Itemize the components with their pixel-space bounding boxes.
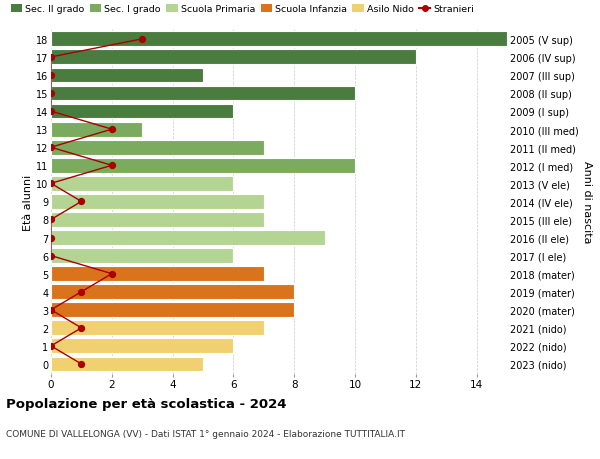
- Point: [107, 162, 116, 169]
- Point: [46, 144, 56, 151]
- Bar: [51, 357, 203, 372]
- Bar: [51, 339, 233, 353]
- Point: [46, 90, 56, 97]
- Bar: [51, 285, 294, 299]
- Point: [107, 126, 116, 134]
- Bar: [51, 303, 294, 318]
- Point: [77, 198, 86, 206]
- Point: [77, 288, 86, 296]
- Bar: [51, 105, 233, 119]
- Bar: [51, 230, 325, 246]
- Point: [77, 360, 86, 368]
- Bar: [51, 249, 233, 263]
- Point: [46, 108, 56, 116]
- Bar: [51, 140, 264, 155]
- Point: [77, 325, 86, 332]
- Point: [137, 36, 147, 44]
- Bar: [51, 86, 355, 101]
- Point: [46, 216, 56, 224]
- Bar: [51, 213, 264, 227]
- Bar: [51, 50, 416, 65]
- Bar: [51, 32, 507, 47]
- Bar: [51, 321, 264, 336]
- Text: COMUNE DI VALLELONGA (VV) - Dati ISTAT 1° gennaio 2024 - Elaborazione TUTTITALIA: COMUNE DI VALLELONGA (VV) - Dati ISTAT 1…: [6, 429, 405, 438]
- Point: [46, 252, 56, 260]
- Bar: [51, 177, 233, 191]
- Y-axis label: Età alunni: Età alunni: [23, 174, 33, 230]
- Point: [107, 270, 116, 278]
- Bar: [51, 267, 264, 281]
- Point: [46, 72, 56, 79]
- Y-axis label: Anni di nascita: Anni di nascita: [583, 161, 592, 243]
- Bar: [51, 68, 203, 83]
- Point: [46, 235, 56, 242]
- Point: [46, 54, 56, 62]
- Point: [46, 180, 56, 188]
- Bar: [51, 195, 264, 209]
- Bar: [51, 123, 142, 137]
- Bar: [51, 158, 355, 174]
- Point: [46, 342, 56, 350]
- Text: Popolazione per età scolastica - 2024: Popolazione per età scolastica - 2024: [6, 397, 287, 410]
- Point: [46, 307, 56, 314]
- Legend: Sec. II grado, Sec. I grado, Scuola Primaria, Scuola Infanzia, Asilo Nido, Stran: Sec. II grado, Sec. I grado, Scuola Prim…: [11, 6, 474, 14]
